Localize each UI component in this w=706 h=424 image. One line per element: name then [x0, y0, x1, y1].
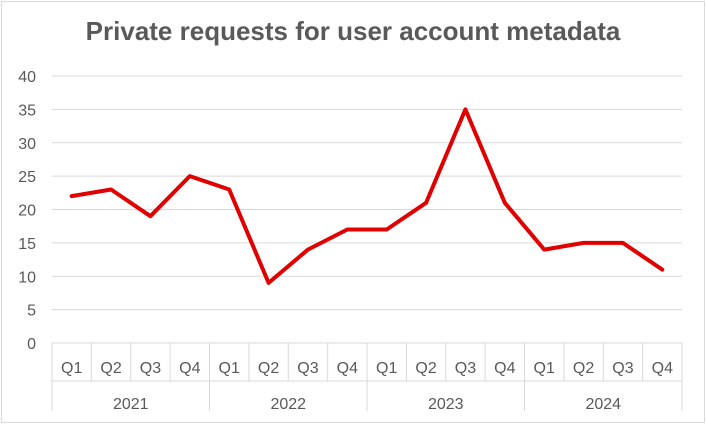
data-point — [660, 268, 664, 272]
y-axis-ticks: 0 5 10 15 20 25 30 35 40 — [18, 69, 36, 353]
series-line — [69, 107, 665, 285]
x-axis: Q1 Q2 Q3 Q4 Q1 Q2 Q3 Q4 Q1 Q2 Q3 Q4 Q1 Q2 Q3 Q4 2021 2022… — [51, 342, 683, 413]
y-tick-label: 25 — [18, 169, 36, 186]
x-tick-label: Q3 — [612, 360, 633, 377]
x-tick-label: Q3 — [455, 360, 476, 377]
data-point — [109, 187, 113, 191]
x-tick-label: Q4 — [652, 360, 673, 377]
data-point — [582, 241, 586, 245]
series-layer — [69, 107, 665, 285]
x-group-label: 2021 — [113, 396, 149, 413]
y-tick-label: 35 — [18, 102, 36, 119]
x-tick-label: Q4 — [494, 360, 515, 377]
y-tick-label: 0 — [27, 336, 36, 353]
data-point — [70, 194, 74, 198]
data-point — [503, 201, 507, 205]
x-group-label: 2023 — [428, 396, 464, 413]
x-tick-label: Q2 — [573, 360, 594, 377]
x-tick-label: Q4 — [179, 360, 200, 377]
y-tick-label: 30 — [18, 136, 36, 153]
data-point — [542, 248, 546, 252]
data-point — [267, 281, 271, 285]
x-tick-label: Q1 — [376, 360, 397, 377]
data-point — [306, 248, 310, 252]
data-point — [188, 174, 192, 178]
x-tick-label: Q3 — [297, 360, 318, 377]
data-point — [621, 241, 625, 245]
data-point — [424, 201, 428, 205]
y-tick-label: 5 — [27, 303, 36, 320]
x-tick-label: Q2 — [100, 360, 121, 377]
x-tick-label: Q1 — [61, 360, 82, 377]
data-point — [345, 228, 349, 232]
data-point — [148, 214, 152, 218]
data-point — [385, 228, 389, 232]
y-tick-label: 40 — [18, 69, 36, 86]
gridlines — [52, 75, 682, 311]
x-tick-label: Q1 — [219, 360, 240, 377]
x-group-label: 2024 — [585, 396, 621, 413]
x-tick-label: Q2 — [258, 360, 279, 377]
y-tick-label: 15 — [18, 236, 36, 253]
x-tick-label: Q1 — [534, 360, 555, 377]
x-tick-label: Q3 — [140, 360, 161, 377]
y-tick-label: 20 — [18, 203, 36, 220]
y-tick-label: 10 — [18, 269, 36, 286]
data-point — [227, 187, 231, 191]
x-tick-label: Q2 — [415, 360, 436, 377]
data-point — [463, 107, 467, 111]
x-tick-label: Q4 — [337, 360, 358, 377]
x-group-label: 2022 — [270, 396, 306, 413]
chart-title: Private requests for user account metada… — [85, 16, 621, 46]
